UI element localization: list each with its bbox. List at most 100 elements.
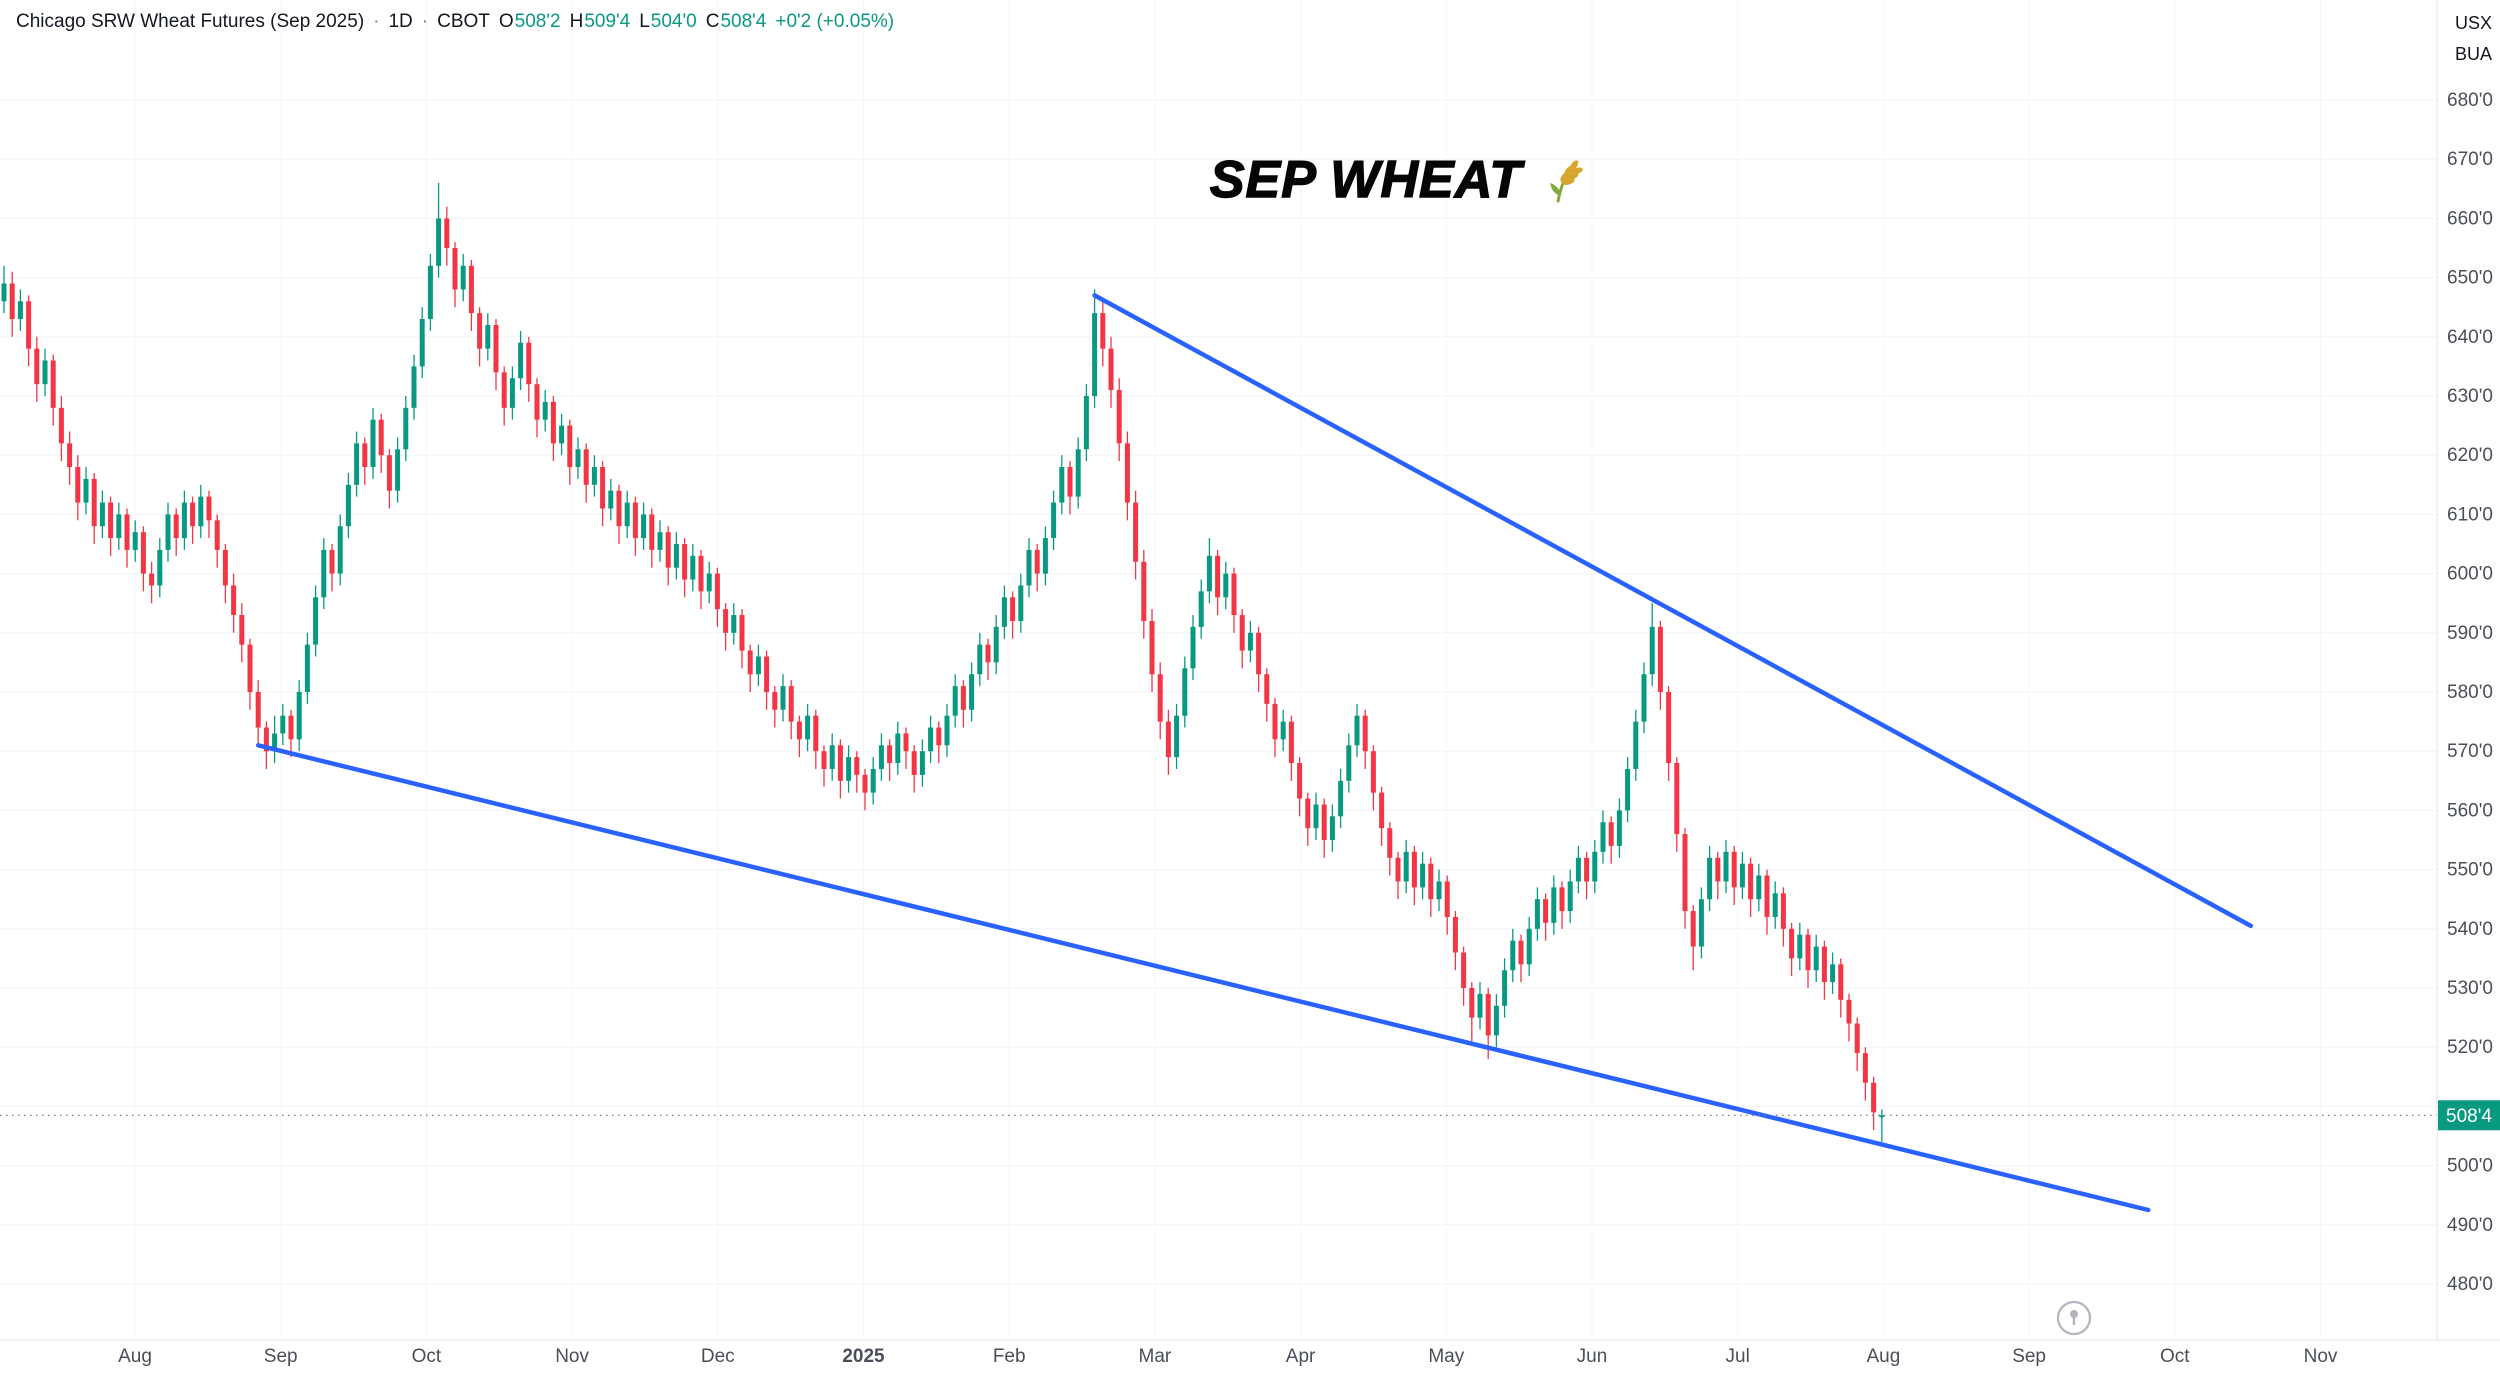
candle [9,283,15,320]
candle [255,692,261,728]
time-tick-label: Nov [2304,1346,2338,1367]
candle [854,757,860,775]
price-tick-label[interactable]: 620'0 [2447,445,2493,466]
candle [1879,1115,1885,1118]
candle [1305,798,1311,829]
candle [116,514,122,539]
candle [518,342,524,379]
candle [608,490,614,509]
candle [755,656,761,675]
candle [641,514,647,539]
price-tick-label[interactable]: 660'0 [2447,208,2493,229]
candle [509,378,515,408]
candle [1723,851,1729,882]
candle [124,514,130,550]
candle [427,265,433,320]
candle [1026,549,1032,586]
price-tick-label[interactable]: 560'0 [2447,800,2493,821]
price-tick-label[interactable]: 630'0 [2447,386,2493,407]
legend-separator: · [373,11,380,32]
change-label: +0'2 (+0.05%) [775,11,895,32]
candle [887,745,893,764]
time-tick-label: Oct [412,1346,442,1367]
time-tick-label: Aug [1866,1346,1900,1367]
price-tick-label[interactable]: 590'0 [2447,623,2493,644]
candle [1174,715,1180,758]
candle [878,745,884,769]
candle [903,733,909,752]
price-tick-label[interactable]: 640'0 [2447,327,2493,348]
top-right-line2: BUA [2454,44,2492,64]
candle [1141,561,1147,621]
candle [1256,632,1262,675]
price-tick-label[interactable]: 580'0 [2447,682,2493,703]
price-tick-label[interactable]: 520'0 [2447,1037,2493,1058]
candle [526,342,532,385]
candle [1534,899,1540,929]
candle [436,218,442,266]
exchange-label[interactable]: CBOT [437,11,490,32]
candle [17,301,23,320]
upper-trendline[interactable] [1092,293,2254,929]
price-tick-label[interactable]: 530'0 [2447,978,2493,999]
price-tick-label[interactable]: 480'0 [2447,1274,2493,1295]
price-tick-label[interactable]: 680'0 [2447,90,2493,111]
candle [1592,851,1598,882]
price-tick-label[interactable]: 670'0 [2447,149,2493,170]
candle [42,360,48,385]
chart-title-annotation[interactable]: SEP WHEAT [1209,150,1586,210]
candle [1608,822,1614,846]
time-tick-label: Nov [555,1346,589,1367]
candle [690,555,696,580]
candle [1075,449,1081,497]
price-tick-label[interactable]: 600'0 [2447,564,2493,585]
candle [493,324,499,373]
symbol-title[interactable]: Chicago SRW Wheat Futures (Sep 2025) [16,11,365,32]
interval-label[interactable]: 1D [388,11,413,32]
price-tick-label[interactable]: 650'0 [2447,268,2493,289]
price-tick-label[interactable]: 500'0 [2447,1156,2493,1177]
candle [288,715,294,740]
candle [1338,780,1344,817]
candle [173,514,179,539]
candle [1690,911,1696,947]
candle [1067,467,1073,497]
candle [829,745,835,769]
candle [1354,715,1360,746]
candle [772,692,778,710]
candle [1469,988,1475,1018]
candle [1805,934,1811,971]
price-tick-label[interactable]: 490'0 [2447,1215,2493,1236]
price-tick-label[interactable]: 550'0 [2447,860,2493,881]
candle [1018,585,1024,621]
candle [1362,715,1368,752]
candle [1739,863,1745,888]
candle [813,715,819,752]
ohlc-high: H509'4 [569,11,631,32]
provider-logo-icon[interactable] [2056,1300,2092,1336]
candle [1436,881,1442,900]
candle [1830,964,1836,983]
candle [50,360,56,408]
candle [329,549,335,574]
candle [600,467,606,509]
candle [337,526,343,574]
candle [1838,964,1844,1000]
candle [616,490,622,527]
candle [1206,555,1212,592]
price-tick-label[interactable]: 540'0 [2447,919,2493,940]
price-tick-label[interactable]: 570'0 [2447,741,2493,762]
wheat-icon [1550,160,1584,203]
candle [960,686,966,710]
candle [198,496,204,527]
candle [567,425,573,468]
price-tick-label[interactable]: 610'0 [2447,504,2493,525]
candle [624,502,630,527]
top-right-line1: USX [2454,13,2492,33]
lower-trendline[interactable] [255,743,2151,1213]
candle [1059,467,1065,503]
candle [846,757,852,781]
candle [403,407,409,450]
candle [1083,396,1089,450]
